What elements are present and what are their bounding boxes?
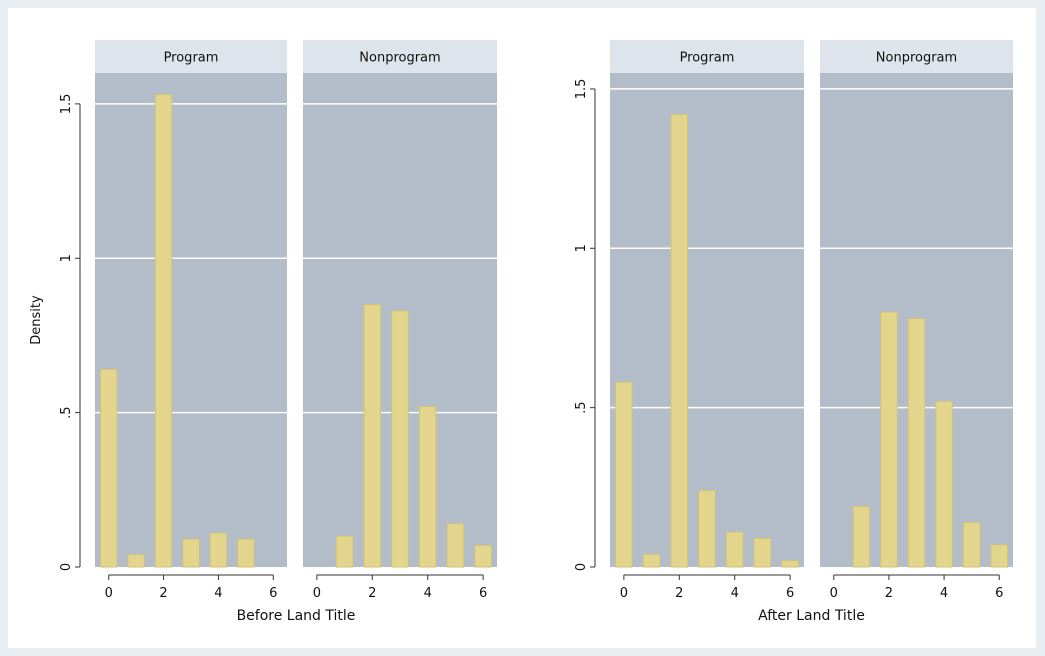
bar — [990, 544, 1008, 568]
bar — [237, 538, 255, 568]
bar — [670, 113, 689, 568]
bar — [182, 538, 200, 568]
y-tick-label: 1 — [574, 244, 589, 252]
y-tick-label: .5 — [59, 406, 74, 418]
bar — [642, 553, 661, 568]
bar — [907, 317, 926, 568]
y-tick-label: 1.5 — [59, 94, 74, 115]
bar — [935, 400, 953, 568]
x-tick-label: 4 — [731, 586, 739, 601]
bar — [335, 535, 354, 568]
y-tick-label: 1 — [59, 254, 74, 262]
x-axis-label: After Land Title — [758, 608, 865, 624]
x-tick-label: 6 — [479, 586, 487, 601]
x-tick-label: 0 — [105, 586, 113, 601]
y-axis-label: Density — [29, 295, 44, 345]
x-axis-label: Before Land Title — [237, 608, 356, 624]
panel-0-0: Program 0 2 4 6 — [95, 40, 287, 601]
y-tick-label: .5 — [574, 401, 589, 413]
y-tick-label: 0 — [59, 563, 74, 571]
bar — [725, 531, 744, 568]
x-tick-label: 2 — [885, 586, 893, 601]
y-tick-label: 1.5 — [574, 79, 589, 100]
bar — [99, 368, 118, 568]
panel-strip-label: Program — [680, 51, 735, 66]
bar — [154, 94, 173, 568]
chart-group-1: Program 0 2 4 6 Nonprogram 0 2 4 6 0 .5 1 1.5 After La… — [574, 40, 1013, 624]
panel-strip-label: Nonprogram — [359, 51, 440, 66]
x-tick-label: 2 — [159, 586, 167, 601]
bar — [209, 532, 228, 568]
x-tick-label: 4 — [214, 586, 222, 601]
x-tick-label: 4 — [940, 586, 948, 601]
bar — [880, 311, 898, 568]
panel-strip-label: Nonprogram — [876, 51, 957, 66]
panel-strip — [95, 40, 287, 73]
bar — [127, 554, 145, 568]
y-tick-label: 0 — [574, 563, 589, 571]
panel-0-1: Nonprogram 0 2 4 6 — [303, 40, 497, 601]
panel-1-1: Nonprogram 0 2 4 6 — [820, 40, 1013, 601]
panel-1-0: Program 0 2 4 6 — [610, 40, 804, 601]
bar — [363, 304, 382, 568]
bar — [474, 544, 492, 568]
panel-strip — [820, 40, 1013, 73]
panel-plot-area — [610, 73, 804, 567]
bar — [962, 521, 981, 568]
bar — [446, 523, 465, 568]
panel-strip — [610, 40, 804, 73]
bar — [753, 537, 772, 568]
x-tick-label: 6 — [269, 586, 277, 601]
bar — [615, 381, 633, 568]
x-tick-label: 2 — [368, 586, 376, 601]
x-tick-label: 6 — [995, 586, 1003, 601]
x-tick-label: 0 — [620, 586, 628, 601]
bar — [698, 490, 716, 568]
bar — [852, 505, 871, 568]
bar — [781, 560, 799, 568]
chart-group-0: Program 0 2 4 6 Nonprogram 0 2 4 6 0 .5 1 1.5 Density B… — [29, 40, 497, 624]
x-tick-label: 0 — [313, 586, 321, 601]
panel-plot-area — [95, 73, 287, 567]
panel-strip-label: Program — [164, 51, 219, 66]
x-tick-label: 0 — [830, 586, 838, 601]
x-tick-label: 4 — [424, 586, 432, 601]
x-tick-label: 2 — [675, 586, 683, 601]
panel-strip — [303, 40, 497, 73]
x-tick-label: 6 — [786, 586, 794, 601]
bar — [418, 405, 437, 568]
bar — [391, 310, 409, 568]
